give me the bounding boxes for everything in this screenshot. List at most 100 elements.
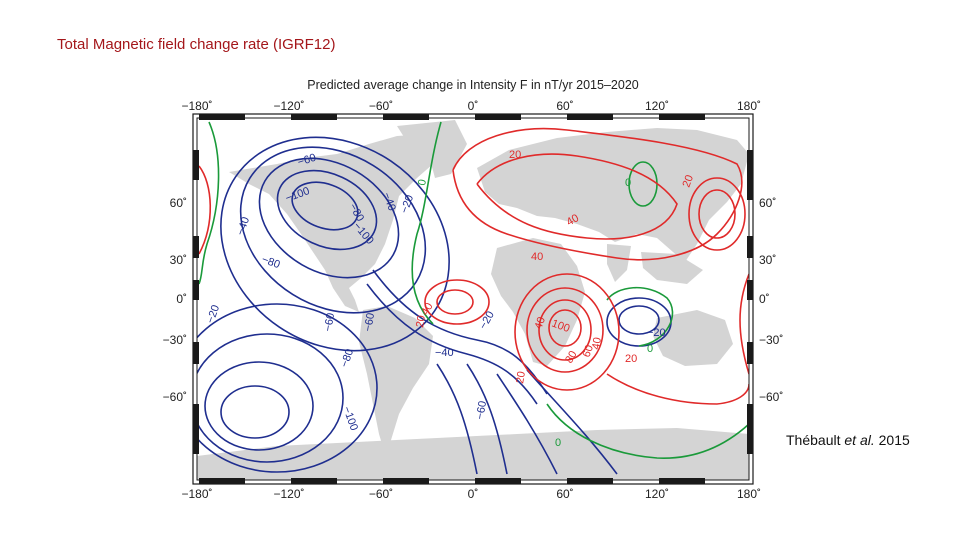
contour-label: −60: [362, 312, 377, 332]
contour-pos-af-100: [548, 309, 582, 347]
south-america-land: [359, 306, 433, 454]
lon-tick-top: 60˚: [556, 99, 573, 113]
longitude-ticks: −180˚ −120˚ −60˚ 0˚ 60˚ 120˚ 180˚ −180˚ …: [181, 99, 761, 501]
contour-neg-na-100: [291, 181, 359, 231]
contour-neg-na-60: [258, 157, 400, 279]
lon-tick-top: 0˚: [468, 99, 479, 113]
contour-pos-eurasia-40: [476, 153, 678, 240]
contour-lines: [197, 121, 749, 475]
india-land: [607, 244, 631, 282]
lon-tick-bottom: −60˚: [369, 487, 393, 501]
contour-label: 0: [555, 437, 561, 449]
lon-tick-bottom: −120˚: [273, 487, 304, 501]
contour-pos-asia-1: [688, 177, 746, 251]
contour-label: 60: [581, 343, 596, 359]
contour-label: 0: [647, 343, 653, 355]
lon-tick-bottom: −180˚: [181, 487, 212, 501]
contour-zero-atlantic: [411, 121, 442, 325]
contour-label: 20: [625, 353, 637, 365]
latitude-ticks: 60˚ 30˚ 0˚ −30˚ −60˚ 60˚ 30˚ 0˚ −30˚ −60…: [163, 196, 784, 404]
contour-label: 20: [509, 149, 521, 161]
contour-neg-sp-40: [197, 303, 378, 473]
greenland-land: [397, 120, 467, 178]
lat-tick-right: 30˚: [759, 253, 776, 267]
lon-tick-top: −120˚: [273, 99, 304, 113]
lat-tick-left: 60˚: [170, 196, 187, 210]
map-frame: [192, 113, 754, 485]
lat-tick-right: 60˚: [759, 196, 776, 210]
contour-pos-af-40: [514, 273, 620, 391]
contour-label: −20: [647, 327, 666, 339]
contour-neg-satl-2: [372, 269, 548, 395]
contour-neg-io-1: [618, 305, 660, 335]
north-america-land: [229, 134, 437, 312]
lat-tick-left: −30˚: [163, 333, 187, 347]
contour-label: 40: [590, 336, 604, 350]
contour-neg-satl-6: [526, 369, 618, 475]
contour-label: 40: [533, 315, 548, 331]
contour-neg-satl-1: [366, 283, 538, 405]
contour-label: 0: [416, 178, 429, 186]
contour-label: 20: [514, 370, 528, 384]
contour-pos-eurasia-20: [452, 127, 743, 261]
contour-label: 40: [565, 212, 582, 229]
southeast-asia-land: [641, 252, 703, 284]
contour-label: −40: [435, 347, 454, 359]
contour-neg-sp-80: [204, 361, 314, 451]
contour-label: 40: [531, 251, 543, 263]
contour-label: 100: [550, 318, 571, 336]
lon-tick-top: 180˚: [737, 99, 761, 113]
lat-tick-left: −60˚: [163, 390, 187, 404]
eurasia-land: [477, 128, 749, 262]
citation-year: 2015: [878, 432, 910, 448]
contour-neg-sp-60: [197, 333, 344, 463]
citation: Thébault et al. 2015: [786, 432, 910, 448]
lat-tick-left: 0˚: [176, 292, 187, 306]
lon-tick-top: 120˚: [645, 99, 669, 113]
contour-label: −60: [322, 312, 337, 332]
lon-tick-bottom: 180˚: [737, 487, 761, 501]
africa-land: [491, 238, 585, 366]
lat-tick-right: −30˚: [759, 333, 783, 347]
contour-label: 20: [414, 314, 428, 328]
citation-etal: et al.: [844, 432, 875, 448]
contour-label: 80: [563, 349, 580, 366]
contour-pos-pacific-west: [198, 165, 212, 255]
contour-map-svg: −60 −100 −80 −40 −100 −40 −20 0 −80 −20 …: [163, 99, 784, 501]
slide-title: Total Magnetic field change rate (IGRF12…: [57, 36, 336, 53]
lon-tick-bottom: 0˚: [468, 487, 479, 501]
contour-pos-pacific-east: [739, 273, 749, 375]
contour-label: 20: [681, 173, 696, 189]
citation-author: Thébault: [786, 432, 841, 448]
contour-zero-pacific-west: [198, 121, 220, 285]
contour-label: 40: [419, 301, 436, 318]
contour-label: −60: [474, 400, 489, 420]
australia-land: [653, 310, 733, 366]
contour-neg-na-80: [276, 169, 378, 251]
lat-tick-right: 0˚: [759, 292, 770, 306]
contour-label: 0: [625, 177, 631, 189]
lat-tick-left: 30˚: [170, 253, 187, 267]
contour-pos-southern: [606, 373, 749, 405]
contour-pos-asia-2: [698, 189, 736, 239]
lon-tick-top: −60˚: [369, 99, 393, 113]
contour-zero-indian: [606, 286, 674, 347]
contour-neg-satl-3: [436, 363, 478, 475]
contour-neg-satl-5: [496, 373, 558, 475]
contour-zero-southern: [546, 403, 749, 459]
field-change-map-figure: Predicted average change in Intensity F …: [137, 74, 809, 507]
contour-neg-satl-4: [466, 363, 508, 475]
contour-pos-af-60: [526, 287, 604, 373]
map-caption: Predicted average change in Intensity F …: [307, 78, 639, 92]
lat-tick-right: −60˚: [759, 390, 783, 404]
lon-tick-bottom: 120˚: [645, 487, 669, 501]
contour-pos-af-80: [538, 299, 592, 361]
frame-border-blocks: [193, 114, 753, 484]
lon-tick-bottom: 60˚: [556, 487, 573, 501]
contour-neg-na-20: [220, 136, 450, 352]
contour-labels: −60 −100 −80 −40 −100 −40 −20 0 −80 −20 …: [205, 149, 696, 449]
contour-neg-sp-100: [220, 385, 290, 439]
contour-pos-satl-2: [424, 279, 490, 325]
contour-pos-satl-1: [436, 289, 474, 315]
contour-neg-na-40: [239, 146, 427, 314]
